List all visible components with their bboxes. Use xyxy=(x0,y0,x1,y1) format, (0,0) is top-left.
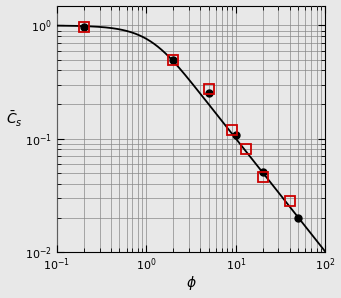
Y-axis label: $\bar{C}_s$: $\bar{C}_s$ xyxy=(5,109,22,128)
X-axis label: $\phi$: $\phi$ xyxy=(186,274,196,292)
